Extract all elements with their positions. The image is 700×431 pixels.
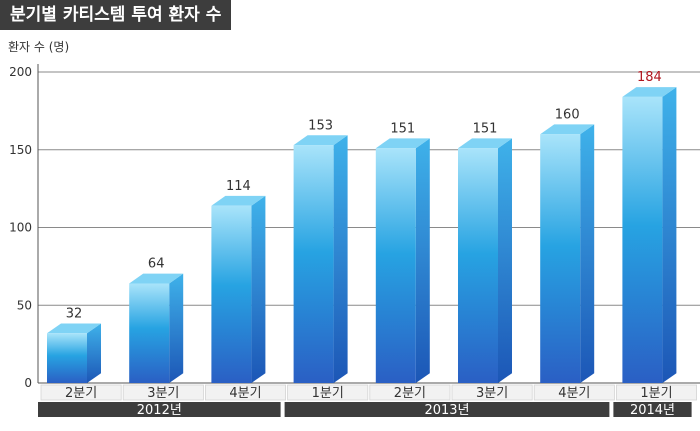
bar	[540, 124, 595, 384]
year-label: 2012년	[137, 403, 182, 418]
bar	[622, 87, 677, 383]
data-label: 151	[390, 121, 415, 136]
bar-top	[293, 135, 348, 146]
bar-front	[47, 333, 87, 383]
data-label: 151	[473, 121, 498, 136]
chart-title: 분기별 카티스템 투여 환자 수	[0, 0, 232, 30]
category-label: 2분기	[65, 386, 97, 401]
year-band	[38, 402, 281, 417]
year-band	[613, 402, 692, 417]
bar-front	[129, 283, 170, 383]
bar-side	[415, 138, 430, 383]
bar-front	[540, 134, 581, 383]
category-cell	[287, 384, 369, 401]
category-label: 2분기	[394, 386, 426, 401]
bar-top	[540, 124, 595, 135]
bar-top	[47, 323, 101, 334]
bar-top	[211, 195, 266, 206]
bar-front	[211, 205, 252, 383]
bar	[211, 195, 266, 383]
category-label: 1분기	[640, 386, 672, 401]
bar-top	[129, 273, 184, 284]
category-cell	[616, 384, 698, 401]
category-label: 3분기	[147, 386, 179, 401]
bar-side	[169, 273, 184, 383]
bar	[47, 323, 101, 383]
bar	[129, 273, 184, 383]
bar-front	[622, 96, 663, 383]
category-cell	[204, 384, 286, 401]
bar	[458, 138, 512, 383]
year-label: 2014년	[630, 403, 675, 418]
bar-side	[662, 87, 677, 383]
bar	[293, 135, 348, 383]
data-label: 64	[148, 257, 165, 272]
year-band	[284, 402, 610, 417]
bar-top	[458, 138, 512, 149]
year-groups: 2012년 2013년 2014년	[38, 402, 692, 418]
bar-side	[333, 135, 348, 383]
data-label: 160	[555, 107, 580, 122]
bar	[375, 138, 430, 383]
category-label: 1분기	[312, 386, 344, 401]
y-tick-label: 200	[9, 65, 32, 79]
data-label: 184	[637, 70, 662, 85]
y-axis-label: 환자 수 (명)	[8, 40, 69, 54]
y-tick-label: 150	[9, 143, 32, 157]
x-axis-categories: 2분기 3분기 4분기 1분기 2분기 3분기 4분기 1분기	[40, 384, 698, 401]
data-label: 32	[66, 306, 83, 321]
bar-top	[622, 87, 677, 97]
data-label: 114	[226, 179, 251, 194]
y-tick-label: 0	[24, 376, 32, 390]
category-label: 4분기	[229, 386, 261, 401]
category-cell	[40, 384, 122, 401]
category-label: 3분기	[476, 386, 508, 401]
category-label: 4분기	[558, 386, 590, 401]
year-label: 2013년	[424, 403, 469, 418]
bar-side	[498, 138, 512, 383]
bar-front	[375, 148, 416, 383]
category-cell	[122, 384, 204, 401]
category-cell	[451, 384, 533, 401]
bar-front	[293, 145, 334, 383]
bar-side	[251, 195, 266, 383]
bar-front	[458, 148, 498, 383]
category-cell	[533, 384, 615, 401]
y-tick-label: 50	[17, 298, 32, 312]
category-cell	[369, 384, 451, 401]
bar-side	[87, 323, 101, 383]
bars: 32 64 114 153 151 151 160 184	[47, 70, 677, 384]
y-axis-ticks: 0 50 100 150 200	[9, 65, 32, 390]
y-tick-label: 100	[9, 221, 32, 235]
bar-side	[580, 124, 595, 384]
data-label: 153	[308, 118, 333, 133]
bar-top	[375, 138, 430, 149]
